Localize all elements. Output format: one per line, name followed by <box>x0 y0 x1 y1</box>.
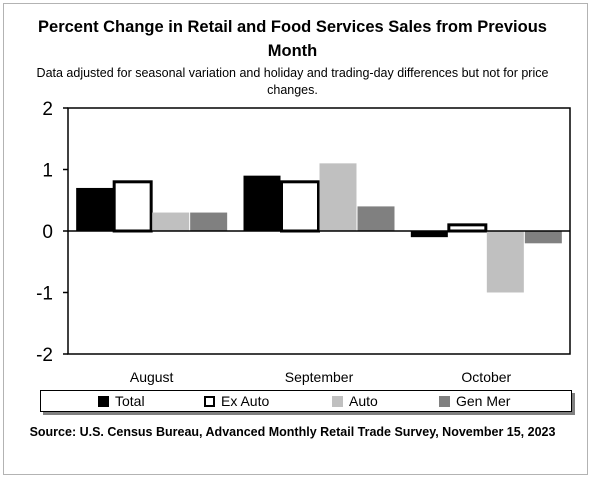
x-tick-label: August <box>130 369 174 385</box>
legend-item-auto: Auto <box>332 391 378 411</box>
y-tick-label: -2 <box>36 345 53 366</box>
chart-title: Percent Change in Retail and Food Servic… <box>38 18 547 60</box>
legend-label: Total <box>115 393 145 409</box>
bar-gen-mer-september <box>357 206 395 231</box>
bar-auto-august <box>152 212 190 231</box>
chart-legend: Total Ex Auto Auto Gen Mer <box>40 390 572 412</box>
legend-label: Gen Mer <box>456 393 511 409</box>
y-tick-label: 1 <box>42 161 53 182</box>
bar-ex-auto-august <box>112 180 153 233</box>
bar-total-october <box>410 231 448 238</box>
y-tick-label: -1 <box>36 284 53 305</box>
legend-swatch <box>439 395 450 407</box>
bar-gen-mer-august <box>190 212 228 231</box>
bar-total-august <box>76 187 114 231</box>
legend-item-ex-auto: Ex Auto <box>204 391 269 411</box>
bar-auto-september <box>319 163 357 231</box>
bar-ex-auto-october <box>447 223 488 233</box>
legend-label: Ex Auto <box>221 393 270 409</box>
legend-swatch <box>204 395 215 407</box>
legend-label: Auto <box>349 393 378 409</box>
bar-gen-mer-october <box>524 231 562 244</box>
bar-auto-october <box>486 231 524 293</box>
legend-swatch <box>332 395 343 407</box>
y-tick-label: 0 <box>42 222 53 243</box>
legend-item-gen-mer: Gen Mer <box>439 391 510 411</box>
y-tick-label: 2 <box>42 99 53 120</box>
bar-total-september <box>243 175 281 231</box>
x-tick-label: October <box>461 369 511 385</box>
legend-item-total: Total <box>98 391 145 411</box>
bar-ex-auto-september <box>280 180 320 233</box>
bar-chart: -2 -1 0 1 2 August September October <box>36 99 571 385</box>
x-tick-label: September <box>285 369 354 385</box>
chart-subtitle: Data adjusted for seasonal variation and… <box>36 66 549 97</box>
chart-source: Source: U.S. Census Bureau, Advanced Mon… <box>29 425 556 439</box>
legend-swatch <box>98 395 109 407</box>
